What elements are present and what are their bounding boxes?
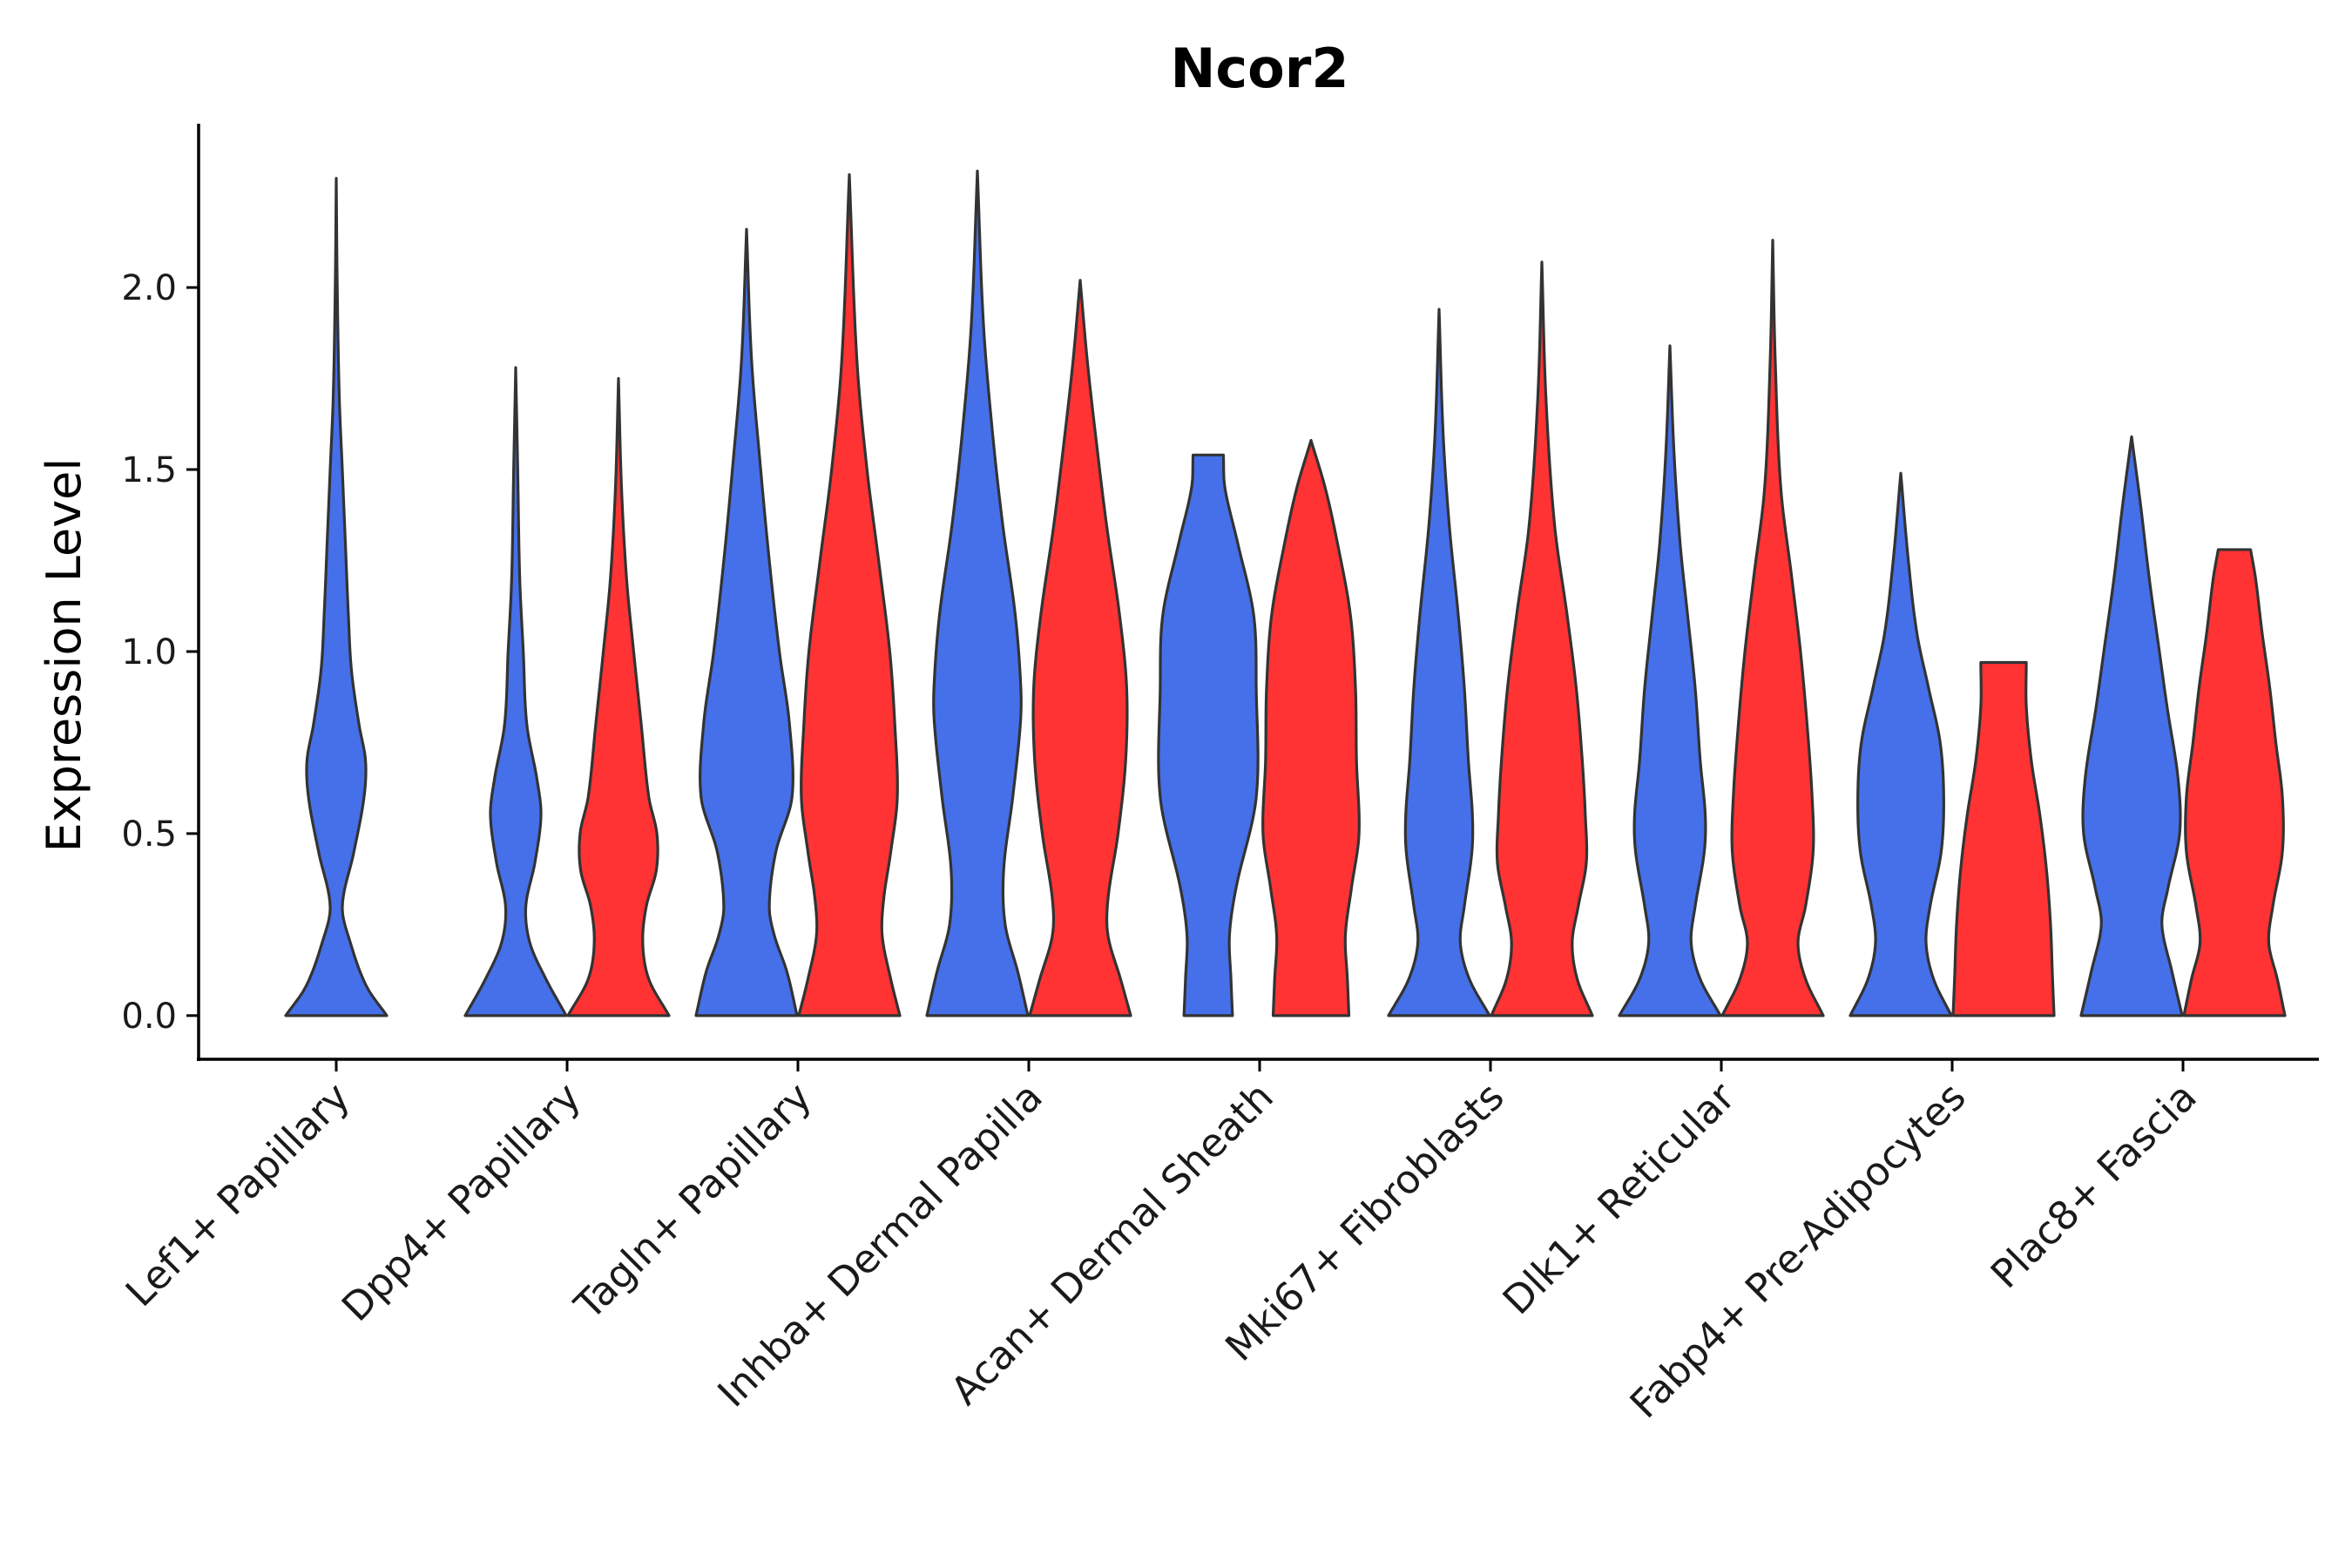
- y-tick-label: 0.5: [121, 814, 177, 855]
- violin-inhba-dermal-papilla-group-2: [1028, 279, 1132, 1017]
- violin-lef1-papillary-group-1: [284, 177, 389, 1017]
- chart-title: Ncor2: [1171, 37, 1349, 100]
- x-tick-label-dlk1-reticular: Dlk1+ Reticular: [1494, 1073, 1744, 1323]
- x-tick-label-lef1-papillary: Lef1+ Papillary: [117, 1073, 359, 1315]
- y-tick-label: 1.0: [121, 632, 177, 672]
- violin-dlk1-reticular-group-1: [1618, 344, 1722, 1017]
- y-tick-label: 2.0: [121, 268, 177, 308]
- x-tick-label-plac8-fascia: Plac8+ Fascia: [1982, 1073, 2206, 1297]
- violin-plac8-fascia-group-2: [2182, 548, 2287, 1017]
- violin-tagln-papillary-group-1: [694, 227, 799, 1017]
- violin-layer: [284, 169, 2287, 1017]
- violin-inhba-dermal-papilla-group-1: [925, 169, 1030, 1017]
- y-axis-title: Expression Level: [37, 458, 91, 853]
- violin-mki67-fibroblasts-group-2: [1490, 260, 1594, 1017]
- violin-fabp4-pre-adipocytes-group-2: [1951, 660, 2056, 1017]
- y-tick-label: 0.0: [121, 997, 177, 1037]
- y-axis-ticks: 0.0 0.5 1.0 1.5 2.0: [121, 268, 199, 1037]
- violin-acan-dermal-sheath-group-2: [1261, 438, 1361, 1017]
- violin-plac8-fascia-group-1: [2079, 435, 2184, 1017]
- x-tick-label-tagln-papillary: Tagln+ Papillary: [565, 1073, 821, 1328]
- violin-fabp4-pre-adipocytes-group-1: [1848, 471, 1953, 1017]
- violin-dpp4-papillary-group-1: [463, 366, 568, 1017]
- violin-acan-dermal-sheath-group-1: [1157, 453, 1260, 1017]
- violin-tagln-papillary-group-2: [797, 172, 902, 1017]
- violin-mki67-fibroblasts-group-1: [1387, 308, 1491, 1017]
- violin-dpp4-papillary-group-2: [566, 376, 671, 1017]
- x-tick-label-dpp4-papillary: Dpp4+ Papillary: [333, 1073, 590, 1330]
- violin-dlk1-reticular-group-2: [1720, 239, 1825, 1017]
- y-tick-label: 1.5: [121, 450, 177, 490]
